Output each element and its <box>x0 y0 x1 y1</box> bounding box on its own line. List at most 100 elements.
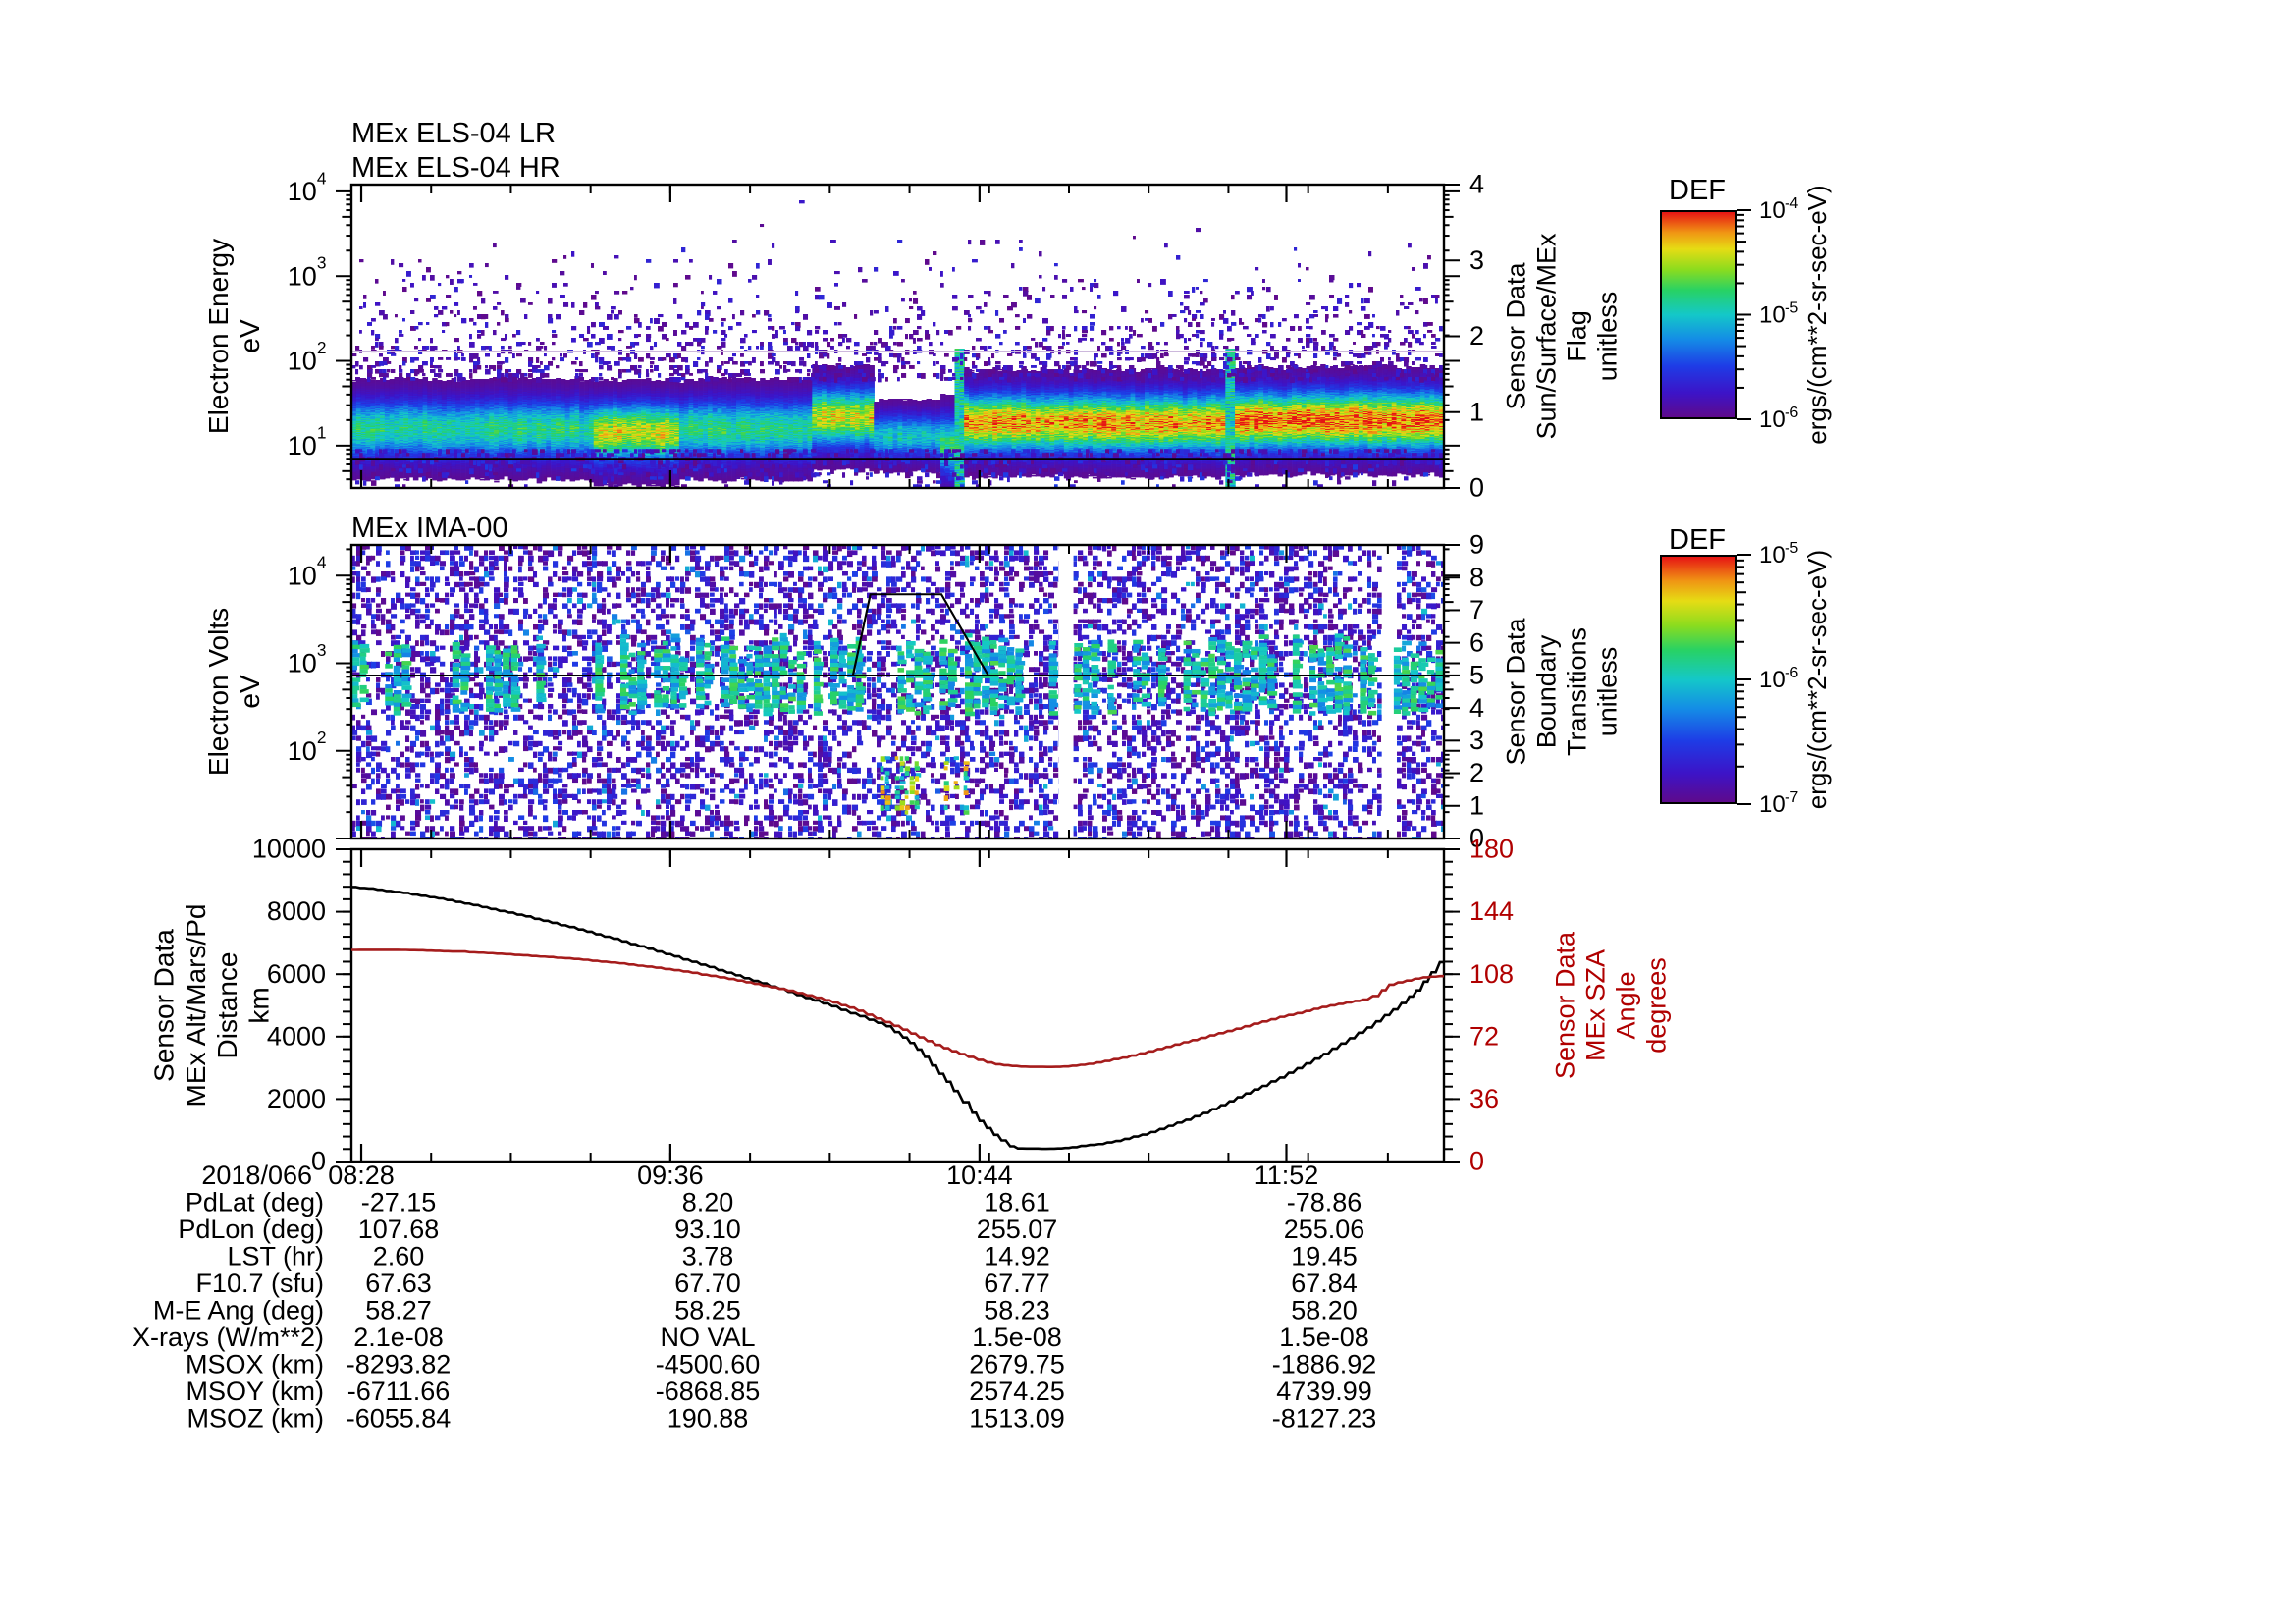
svg-text:X-rays (W/m**2): X-rays (W/m**2) <box>133 1323 324 1352</box>
svg-text:58.23: 58.23 <box>984 1296 1050 1325</box>
svg-text:10: 10 <box>1759 667 1786 693</box>
svg-text:2574.25: 2574.25 <box>969 1377 1065 1406</box>
svg-text:DEF: DEF <box>1669 524 1726 556</box>
svg-text:1.5e-08: 1.5e-08 <box>972 1323 1062 1352</box>
svg-text:DEF: DEF <box>1669 175 1726 206</box>
svg-text:67.77: 67.77 <box>984 1269 1050 1298</box>
svg-text:Electron Energy: Electron Energy <box>203 239 234 434</box>
svg-text:4: 4 <box>317 553 327 572</box>
svg-text:-4: -4 <box>1785 195 1798 212</box>
svg-text:MEx ELS-04 LR: MEx ELS-04 LR <box>351 118 556 149</box>
svg-text:8: 8 <box>1469 563 1484 592</box>
svg-text:67.70: 67.70 <box>674 1269 741 1298</box>
svg-text:10000: 10000 <box>252 835 326 864</box>
svg-text:18.61: 18.61 <box>984 1188 1050 1217</box>
svg-text:km: km <box>243 987 274 1023</box>
svg-text:8.20: 8.20 <box>682 1188 734 1217</box>
svg-text:10: 10 <box>288 347 317 376</box>
svg-text:Boundary: Boundary <box>1531 634 1561 748</box>
svg-text:ergs/(cm**2-sr-sec-eV): ergs/(cm**2-sr-sec-eV) <box>1802 550 1832 809</box>
svg-text:eV: eV <box>235 675 265 709</box>
svg-text:-8293.82: -8293.82 <box>347 1350 452 1380</box>
svg-text:Sensor Data: Sensor Data <box>1550 931 1579 1079</box>
svg-text:67.63: 67.63 <box>365 1269 432 1298</box>
svg-text:unitless: unitless <box>1593 647 1623 737</box>
svg-text:3: 3 <box>317 253 327 273</box>
svg-text:Angle: Angle <box>1612 971 1641 1039</box>
svg-text:4: 4 <box>1469 170 1484 199</box>
svg-text:10:44: 10:44 <box>946 1161 1013 1190</box>
svg-text:PdLon (deg): PdLon (deg) <box>178 1215 324 1244</box>
svg-text:255.07: 255.07 <box>977 1215 1058 1244</box>
svg-text:Distance: Distance <box>212 952 242 1059</box>
svg-text:-6711.66: -6711.66 <box>347 1377 451 1406</box>
svg-text:4739.99: 4739.99 <box>1276 1377 1372 1406</box>
svg-text:10: 10 <box>1759 542 1786 568</box>
svg-text:ergs/(cm**2-sr-sec-eV): ergs/(cm**2-sr-sec-eV) <box>1802 185 1832 444</box>
svg-text:10: 10 <box>288 736 317 766</box>
svg-text:-8127.23: -8127.23 <box>1272 1404 1377 1434</box>
svg-text:1513.09: 1513.09 <box>969 1404 1065 1434</box>
svg-text:Flag: Flag <box>1563 310 1592 362</box>
svg-text:PdLat (deg): PdLat (deg) <box>186 1188 324 1217</box>
svg-text:-5: -5 <box>1785 300 1798 317</box>
svg-text:0: 0 <box>1469 1147 1484 1176</box>
svg-text:Sensor Data: Sensor Data <box>1501 617 1530 765</box>
svg-text:3: 3 <box>317 640 327 660</box>
svg-text:MEx IMA-00: MEx IMA-00 <box>351 513 508 544</box>
svg-text:2.1e-08: 2.1e-08 <box>353 1323 444 1352</box>
svg-text:unitless: unitless <box>1593 292 1623 382</box>
svg-text:-78.86: -78.86 <box>1287 1188 1362 1217</box>
svg-text:-1886.92: -1886.92 <box>1272 1350 1377 1380</box>
svg-text:-6055.84: -6055.84 <box>347 1404 452 1434</box>
svg-text:-27.15: -27.15 <box>361 1188 437 1217</box>
svg-text:4000: 4000 <box>267 1021 326 1051</box>
svg-text:58.20: 58.20 <box>1291 1296 1358 1325</box>
svg-text:-6: -6 <box>1785 405 1798 421</box>
svg-text:Sun/Surface/MEx: Sun/Surface/MEx <box>1531 233 1561 440</box>
svg-text:7: 7 <box>1469 595 1484 624</box>
svg-text:2: 2 <box>317 728 327 747</box>
svg-text:1.5e-08: 1.5e-08 <box>1279 1323 1369 1352</box>
svg-text:MEx SZA: MEx SZA <box>1580 949 1610 1061</box>
svg-text:0: 0 <box>311 1147 326 1176</box>
svg-text:LST (hr): LST (hr) <box>227 1242 324 1271</box>
svg-text:2679.75: 2679.75 <box>969 1350 1065 1380</box>
svg-text:M-E Ang (deg): M-E Ang (deg) <box>153 1296 324 1325</box>
svg-text:2: 2 <box>317 338 327 357</box>
svg-text:3: 3 <box>1469 245 1484 275</box>
svg-text:MSOY (km): MSOY (km) <box>187 1377 325 1406</box>
svg-text:3.78: 3.78 <box>682 1242 734 1271</box>
svg-text:36: 36 <box>1469 1084 1499 1113</box>
svg-text:-4500.60: -4500.60 <box>656 1350 761 1380</box>
svg-text:09:36: 09:36 <box>637 1161 704 1190</box>
svg-text:F10.7 (sfu): F10.7 (sfu) <box>195 1269 324 1298</box>
svg-text:1: 1 <box>317 422 327 442</box>
svg-text:1: 1 <box>1469 397 1484 426</box>
svg-text:08:28: 08:28 <box>328 1161 395 1190</box>
svg-text:10: 10 <box>288 431 317 460</box>
svg-text:1: 1 <box>1469 790 1484 820</box>
svg-text:-6868.85: -6868.85 <box>656 1377 761 1406</box>
svg-text:19.45: 19.45 <box>1291 1242 1358 1271</box>
svg-text:190.88: 190.88 <box>667 1404 749 1434</box>
svg-text:10: 10 <box>1759 302 1786 329</box>
svg-text:180: 180 <box>1469 835 1514 864</box>
svg-text:Sensor Data: Sensor Data <box>1501 261 1530 409</box>
svg-text:8000: 8000 <box>267 896 326 926</box>
svg-text:10: 10 <box>288 177 317 206</box>
svg-text:14.92: 14.92 <box>984 1242 1050 1271</box>
svg-text:MEx ELS-04 HR: MEx ELS-04 HR <box>351 152 561 184</box>
svg-text:3: 3 <box>1469 726 1484 755</box>
svg-text:107.68: 107.68 <box>358 1215 440 1244</box>
svg-text:10: 10 <box>1759 197 1786 224</box>
svg-text:MSOX (km): MSOX (km) <box>186 1350 324 1380</box>
svg-text:4: 4 <box>1469 693 1484 723</box>
svg-text:11:52: 11:52 <box>1255 1161 1319 1190</box>
svg-text:6: 6 <box>1469 627 1484 657</box>
svg-text:2000: 2000 <box>267 1084 326 1113</box>
svg-text:4: 4 <box>317 168 327 188</box>
svg-text:108: 108 <box>1469 959 1514 989</box>
svg-text:2018/066: 2018/066 <box>201 1161 312 1190</box>
svg-text:MSOZ (km): MSOZ (km) <box>187 1404 324 1434</box>
